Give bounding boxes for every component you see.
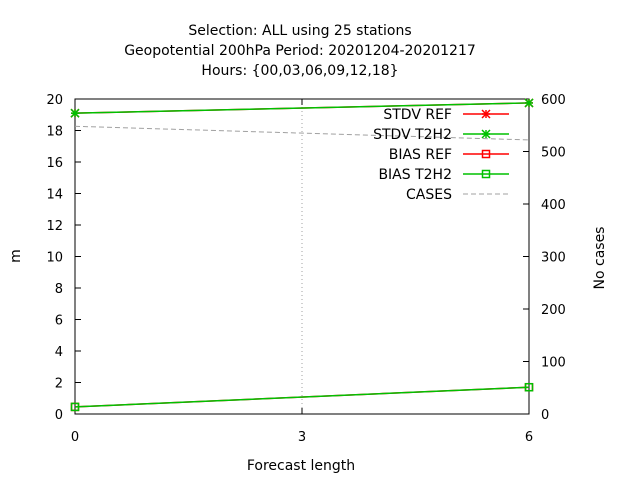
y2-tick-label-500: 500 [541,146,566,161]
y2-tick-label-0: 0 [541,408,549,423]
y-axis-label: m [8,249,24,263]
legend-label-4: CASES [406,187,452,203]
series-1-point-0 [70,108,80,118]
legend-label-2: BIAS REF [389,147,452,163]
y-tick-label-8: 8 [55,282,63,297]
legend-label-1: STDV T2H2 [373,127,452,143]
legend-label-0: STDV REF [383,107,452,123]
title-line-3: Hours: {00,03,06,09,12,18} [201,63,398,79]
y-tick-label-18: 18 [46,125,63,140]
x-tick-label-0: 0 [71,430,79,445]
series-layer [70,98,534,412]
y-tick-label-4: 4 [55,345,63,360]
y-tick-label-6: 6 [55,314,63,329]
series-3-point-1 [524,382,534,392]
series-line-3 [74,386,530,408]
legend-marker-1 [481,129,491,139]
series-3-point-0 [70,402,80,412]
legend-label-3: BIAS T2H2 [378,167,452,183]
y-tick-label-20: 20 [46,93,63,108]
y2-tick-label-300: 300 [541,251,566,266]
series-line-4 [74,125,530,141]
title-line-2: Geopotential 200hPa Period: 20201204-202… [124,43,476,59]
y-tick-label-2: 2 [55,377,63,392]
y2-axis-label: No cases [592,227,608,290]
y2-tick-label-400: 400 [541,198,566,213]
y2-tick-label-600: 600 [541,93,566,108]
title-line-1: Selection: ALL using 25 stations [188,23,411,39]
plot-border [74,98,530,415]
legend-marker-0 [481,109,491,119]
y-tick-label-10: 10 [46,251,63,266]
y2-tick-label-200: 200 [541,303,566,318]
chart-title: Selection: ALL using 25 stations Geopote… [124,23,476,79]
y2-tick-label-100: 100 [541,356,566,371]
x-tick-label-6: 6 [525,430,533,445]
legend-marker-3 [481,169,491,179]
series-line-1 [74,102,530,114]
x-axis-label: Forecast length [247,458,355,474]
y-tick-label-0: 0 [55,408,63,423]
series-1-point-1 [524,98,534,108]
y-tick-label-12: 12 [46,219,63,234]
y-tick-label-14: 14 [46,188,63,203]
legend-marker-2 [481,149,491,159]
legend: STDV REF STDV T2H2 BIAS REF BIAS T2H2 CASES [373,107,509,203]
y-tick-label-16: 16 [46,156,63,171]
x-tick-label-3: 3 [298,430,306,445]
